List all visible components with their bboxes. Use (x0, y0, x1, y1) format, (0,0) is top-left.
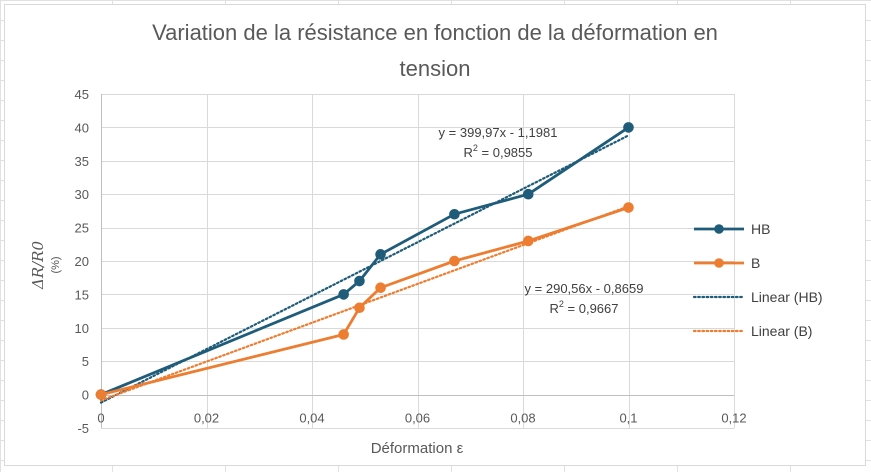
legend-label: HB (751, 221, 770, 237)
x-axis-title: Déformation ε (371, 440, 464, 457)
r-squared-text: R2 = 0,9667 (550, 299, 619, 316)
r-squared-text: R2 = 0,9855 (464, 143, 533, 160)
y-axis-title: ΔR/R0 (%) (29, 241, 62, 290)
y-tick-label: 30 (75, 187, 89, 202)
trendline-equations: y = 399,97x - 1,1981 R2 = 0,9855 y = 290,5… (439, 125, 644, 316)
data-point[interactable] (354, 275, 365, 287)
legend-item[interactable]: B (694, 255, 760, 271)
chart-svg: 0 0,02 0,04 0,06 0,08 0,1 0,12 -5 0 5 10 15 20 25 30 35… (29, 20, 823, 457)
data-point[interactable] (449, 255, 460, 267)
series (95, 122, 634, 400)
data-point[interactable] (375, 282, 386, 294)
y-tick-label: 15 (75, 287, 89, 302)
y-tick-label: 0 (82, 388, 89, 403)
x-tick-label: 0,06 (405, 411, 430, 426)
chart-title-line2: tension (400, 56, 471, 81)
x-tick-label: 0,02 (194, 411, 219, 426)
legend-item[interactable]: HB (694, 221, 770, 237)
gridlines (101, 94, 735, 429)
x-tick-label: 0,12 (721, 411, 746, 426)
legend-marker (714, 224, 724, 234)
x-tick-label: 0,1 (619, 411, 637, 426)
x-tick-label: 0 (97, 411, 104, 426)
legend-label: B (751, 255, 760, 271)
data-point[interactable] (354, 302, 365, 314)
data-point[interactable] (338, 329, 349, 340)
data-point[interactable] (375, 249, 386, 260)
y-tick-label: 40 (75, 120, 89, 135)
series-HB[interactable] (95, 122, 634, 400)
data-point[interactable] (522, 235, 534, 247)
y-tick-label: 25 (75, 221, 89, 236)
axes (101, 94, 734, 428)
data-point[interactable] (338, 289, 349, 300)
trendline-equation: y = 290,56x - 0,8659 R2 = 0,9667 (525, 281, 644, 316)
y-tick-label: 10 (75, 321, 89, 336)
equation-text: y = 399,97x - 1,1981 (439, 125, 558, 140)
x-tick-label: 0,08 (510, 411, 535, 426)
y-axis-title-unit: (%) (50, 256, 62, 273)
y-tick-label: -5 (77, 421, 89, 436)
legend-item[interactable]: Linear (HB) (692, 289, 823, 305)
y-tick-label: 5 (82, 354, 89, 369)
equation-text: y = 290,56x - 0,8659 (525, 281, 644, 296)
y-tick-label: 45 (75, 87, 89, 102)
y-tick-label: 20 (75, 254, 89, 269)
trendline-equation: y = 399,97x - 1,1981 R2 = 0,9855 (439, 125, 558, 160)
y-tick-label: 35 (75, 154, 89, 169)
data-point[interactable] (95, 389, 107, 400)
tick-labels: 0 0,02 0,04 0,06 0,08 0,1 0,12 -5 0 5 10 15 20 25 30 35… (75, 87, 747, 436)
series-B[interactable] (95, 202, 634, 400)
legend-marker (714, 258, 724, 268)
data-point[interactable] (449, 208, 460, 220)
y-axis-title-main: ΔR/R0 (29, 241, 47, 290)
legend[interactable]: HB B Linear (HB) Linear (B) (692, 221, 823, 339)
chart-area[interactable]: 0 0,02 0,04 0,06 0,08 0,1 0,12 -5 0 5 10 15 20 25 30 35… (4, 4, 866, 466)
x-tick-label: 0,04 (299, 411, 324, 426)
data-point[interactable] (623, 202, 634, 213)
chart-title-line1: Variation de la résistance en fonction d… (152, 20, 718, 45)
legend-label: Linear (B) (751, 323, 812, 339)
data-point[interactable] (522, 188, 534, 200)
legend-label: Linear (HB) (751, 289, 823, 305)
data-point[interactable] (623, 122, 634, 133)
legend-item[interactable]: Linear (B) (692, 323, 812, 339)
